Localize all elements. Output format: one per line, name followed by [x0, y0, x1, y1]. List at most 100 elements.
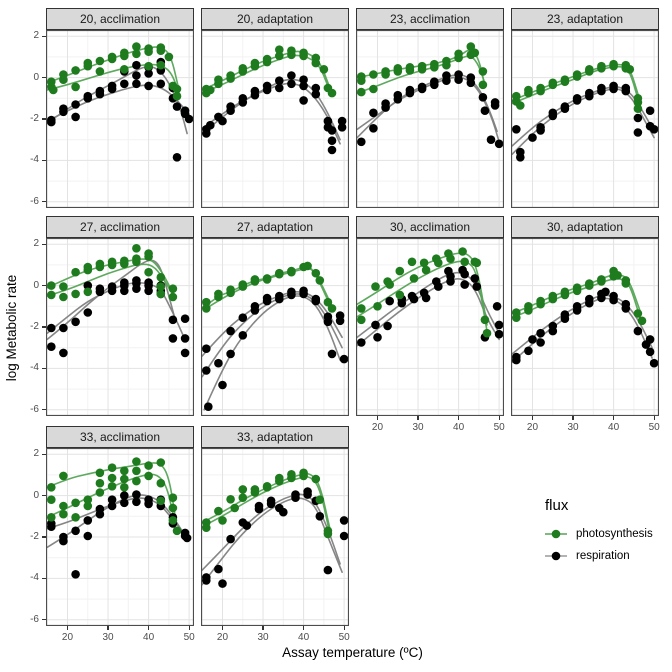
respiration-points-layer — [512, 81, 659, 162]
facet-strip: 33, adaptation — [201, 426, 349, 448]
x-axis-tick — [653, 416, 655, 420]
x-axis-tick — [531, 416, 534, 420]
x-axis-tick — [498, 416, 500, 420]
photosynthesis-points-layer — [202, 468, 333, 539]
legend-title: flux — [545, 497, 569, 514]
legend: flux photosynthesis respiration — [544, 497, 653, 567]
y-axis-tick-label: -2 — [30, 531, 39, 542]
gridlines — [46, 238, 194, 416]
x-axis-tick-label: 40 — [608, 422, 620, 433]
x-axis-title: Assay temperature (ºC) — [282, 645, 423, 660]
x-axis-tick-label: 20 — [61, 632, 74, 643]
facet-strip-label: 27, adaptation — [236, 220, 314, 234]
y-axis-tick-label: -4 — [30, 572, 39, 584]
gridlines — [201, 448, 349, 626]
facet-strip-label: 33, adaptation — [236, 430, 314, 444]
photosynthesis-points-layer — [357, 42, 488, 97]
y-axis-tick — [42, 285, 46, 287]
x-axis-tick-label: 20 — [216, 632, 229, 643]
respiration-points-layer — [357, 265, 504, 347]
respiration-points-layer — [47, 276, 190, 358]
respiration-points-layer — [512, 287, 659, 368]
gridlines — [511, 238, 659, 416]
x-axis-tick-label: 20 — [371, 422, 384, 433]
y-axis-tick-label: -2 — [30, 113, 39, 124]
legend-label: photosynthesis — [576, 528, 653, 540]
x-axis-tick — [262, 626, 264, 630]
respiration-points-layer — [202, 487, 349, 588]
y-axis-tick — [42, 118, 46, 120]
respiration-key-icon — [545, 551, 567, 561]
x-axis-tick — [612, 416, 615, 420]
x-axis-tick-label: 40 — [298, 632, 310, 643]
legend-item-respiration: respiration — [544, 545, 653, 567]
photosynthesis-points-layer — [47, 457, 182, 536]
facet-strip-label: 27, acclimation — [79, 220, 161, 234]
x-axis-tick-label: 50 — [183, 632, 195, 643]
respiration-points-layer — [47, 490, 192, 579]
respiration-lines-layer — [356, 271, 500, 347]
y-axis-tick — [42, 409, 46, 411]
facet-strip: 30, acclimation — [356, 216, 504, 238]
x-axis-tick-label: 50 — [493, 422, 505, 433]
photosynthesis-points-layer — [202, 261, 337, 313]
respiration-points-layer — [202, 71, 347, 155]
y-axis-tick — [42, 77, 46, 79]
facet-panel — [511, 238, 659, 416]
facet-panel — [46, 30, 194, 208]
y-axis-tick — [42, 453, 46, 455]
facet-panel — [201, 238, 349, 416]
x-axis-tick-label: 30 — [102, 632, 114, 643]
y-axis-tick-label: -2 — [30, 321, 39, 332]
facet-strip-label: 20, adaptation — [236, 12, 314, 26]
x-axis-tick — [107, 626, 109, 630]
x-axis-tick — [188, 626, 190, 630]
facet-strip: 23, adaptation — [511, 8, 659, 30]
y-axis-tick — [42, 243, 46, 245]
facet-strip: 27, adaptation — [201, 216, 349, 238]
respiration-points-layer — [202, 286, 349, 411]
y-axis-tick — [42, 536, 46, 538]
photosynthesis-points-layer — [202, 45, 337, 98]
photosynthesis-points-layer — [47, 42, 182, 101]
photosynthesis-points-layer — [47, 244, 178, 302]
facet-strip-label: 33, acclimation — [79, 430, 161, 444]
y-axis-tick-label: 2 — [33, 448, 39, 460]
legend-label: respiration — [576, 550, 630, 562]
x-axis-tick — [221, 626, 224, 630]
y-axis-tick — [42, 201, 46, 203]
y-axis-tick — [42, 367, 46, 369]
photosynthesis-points-layer — [357, 247, 492, 338]
facet-strip: 33, acclimation — [46, 426, 194, 448]
facet-panel — [46, 238, 194, 416]
gridlines — [356, 30, 504, 208]
y-axis-tick-label: 0 — [33, 279, 39, 291]
x-axis-tick — [376, 416, 379, 420]
facet-strip: 20, adaptation — [201, 8, 349, 30]
facet-strip-label: 20, acclimation — [79, 12, 161, 26]
x-axis-tick-label: 50 — [648, 422, 660, 433]
y-axis-tick — [42, 326, 46, 328]
x-axis-tick — [417, 416, 419, 420]
y-axis-tick — [42, 159, 46, 161]
facet-strip-label: 23, adaptation — [546, 12, 624, 26]
x-axis-tick-label: 30 — [567, 422, 579, 433]
facet-strip: 27, acclimation — [46, 216, 194, 238]
facet-panel — [356, 238, 504, 416]
x-axis-tick — [147, 626, 150, 630]
y-axis-tick — [42, 495, 46, 497]
y-axis-tick-label: -6 — [30, 195, 39, 207]
x-axis-tick — [457, 416, 460, 420]
facet-panel — [356, 30, 504, 208]
gridlines — [46, 448, 194, 626]
x-axis-tick-label: 20 — [526, 422, 539, 433]
x-axis-tick-label: 40 — [453, 422, 465, 433]
y-axis-tick-label: -6 — [30, 403, 39, 415]
y-axis-tick-label: -4 — [30, 362, 39, 374]
facet-panel — [201, 30, 349, 208]
y-axis-tick-label: 0 — [33, 489, 39, 501]
respiration-points-layer — [357, 70, 504, 149]
x-axis-tick-label: 30 — [412, 422, 424, 433]
x-axis-tick-label: 40 — [143, 632, 155, 643]
